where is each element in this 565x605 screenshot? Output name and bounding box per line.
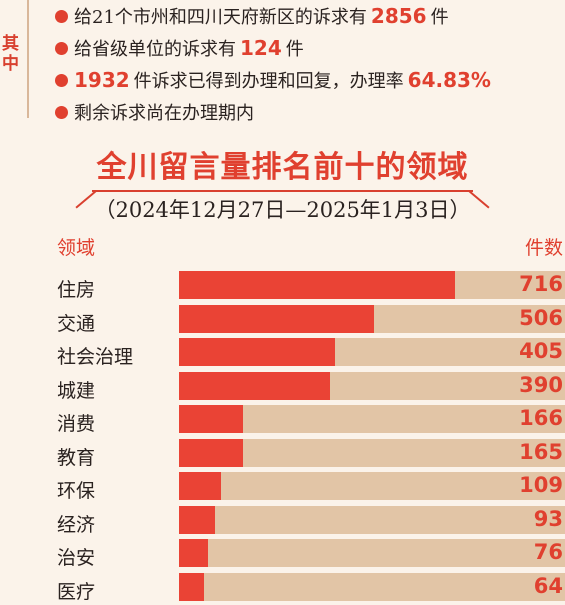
bar — [179, 271, 456, 299]
note-text: 件 — [285, 39, 304, 60]
bar-row: 住房 716 — [0, 271, 565, 303]
note-item: 给省级单位的诉求有 124 件 — [55, 32, 565, 64]
bar — [179, 472, 222, 500]
bar — [179, 572, 204, 601]
bar-track: 93 — [179, 505, 565, 534]
value-label: 109 — [519, 473, 563, 497]
bar-track: 390 — [179, 371, 565, 400]
bar — [179, 438, 243, 467]
bar-row: 消费 166 — [0, 405, 565, 437]
category-label: 住房 — [57, 279, 96, 301]
value-label: 716 — [519, 272, 563, 296]
value-label: 76 — [533, 540, 563, 564]
bullet-dot-icon — [55, 105, 68, 119]
bullet-dot-icon — [55, 9, 68, 23]
bar-row: 社会治理 405 — [0, 338, 565, 370]
bar-row: 经济 93 — [0, 505, 565, 538]
bullet-dot-icon — [55, 73, 68, 87]
bar-track: 166 — [179, 405, 565, 433]
note-text: 给21个市州和四川天府新区的诉求有 — [74, 7, 367, 28]
bar — [179, 371, 330, 400]
bar — [179, 505, 215, 534]
note-text: 件 — [430, 7, 449, 28]
value-label: 506 — [519, 305, 563, 330]
category-label: 交通 — [57, 312, 96, 335]
bar-track: 405 — [179, 338, 565, 366]
bar-row: 治安 76 — [0, 539, 565, 571]
bar-track: 506 — [179, 304, 565, 333]
bar-track: 165 — [179, 438, 565, 467]
notes-list: 给21个市州和四川天府新区的诉求有 2856 件 给省级单位的诉求有 124 件… — [55, 0, 565, 128]
title-frame-line — [92, 190, 473, 192]
note-number: 2856 — [370, 4, 427, 28]
note-text: 件诉求已得到办理和回复，办理率 — [133, 71, 404, 92]
bar-row: 医疗 64 — [0, 572, 565, 605]
category-header: 领域 — [57, 237, 96, 259]
bar-row: 城建 390 — [0, 371, 565, 404]
note-number: 64.83% — [407, 68, 491, 92]
category-label: 医疗 — [57, 580, 96, 603]
bar — [179, 539, 209, 567]
value-label: 390 — [519, 372, 563, 397]
bar-track: 716 — [179, 271, 565, 299]
bar — [179, 405, 244, 433]
bar-row: 教育 165 — [0, 438, 565, 471]
chart-subtitle: （2024年12月27日—2025年1月3日） — [94, 198, 471, 222]
side-divider — [27, 0, 29, 118]
category-label: 教育 — [57, 446, 96, 469]
bullet-dot-icon — [55, 41, 68, 55]
value-label: 165 — [519, 439, 563, 464]
note-text: 剩余诉求尚在办理期内 — [74, 103, 254, 124]
bar-row: 交通 506 — [0, 304, 565, 337]
category-label: 社会治理 — [57, 346, 134, 368]
note-text: 给省级单位的诉求有 — [74, 39, 236, 60]
category-label: 城建 — [57, 379, 96, 402]
value-label: 166 — [519, 406, 563, 430]
side-label: 其中 — [2, 34, 19, 74]
category-label: 经济 — [57, 513, 96, 536]
chart-title: 全川留言量排名前十的领域 — [96, 150, 469, 185]
bar — [179, 338, 336, 366]
bar-track: 64 — [179, 572, 565, 601]
value-label: 64 — [533, 573, 563, 598]
bar — [179, 304, 375, 333]
category-label: 环保 — [57, 480, 96, 502]
note-number: 1932 — [74, 68, 130, 92]
value-label: 93 — [533, 506, 563, 531]
bar-track: 109 — [179, 472, 565, 500]
bar-row: 环保 109 — [0, 472, 565, 504]
category-label: 治安 — [57, 547, 96, 569]
value-header: 件数 — [524, 237, 563, 259]
value-label: 405 — [519, 339, 563, 363]
note-item: 1932 件诉求已得到办理和回复，办理率 64.83% — [55, 64, 565, 96]
note-item: 剩余诉求尚在办理期内 — [55, 96, 565, 128]
note-number: 124 — [240, 36, 282, 60]
note-item: 给21个市州和四川天府新区的诉求有 2856 件 — [55, 0, 565, 32]
bar-track: 76 — [179, 539, 565, 567]
category-label: 消费 — [57, 413, 96, 435]
